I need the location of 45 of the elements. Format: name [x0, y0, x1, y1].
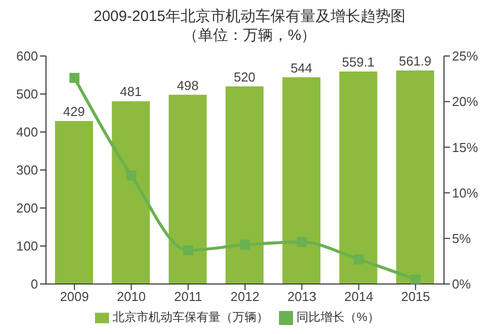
x-tick-label: 2011 [174, 289, 202, 304]
point [296, 237, 307, 248]
chart-subtitle: （单位：万辆，%） [182, 26, 318, 46]
bar [339, 72, 378, 284]
point [126, 170, 136, 180]
y-tick-label: 0 [30, 276, 38, 292]
x-tick-label: 2013 [287, 289, 316, 304]
y2-tick-label: 15% [452, 140, 478, 155]
x-tick-label: 2010 [116, 289, 146, 304]
y-tick-label: 400 [16, 124, 38, 140]
bar [168, 94, 207, 284]
y2-tick-label: 25% [452, 48, 478, 64]
data-label: 481 [120, 84, 142, 100]
point [69, 72, 80, 83]
bar [282, 77, 320, 284]
x-tick-label: 2012 [230, 289, 260, 304]
y-tick-label: 200 [16, 200, 38, 216]
y2-tick-label: 20% [452, 94, 478, 110]
bar [226, 86, 264, 284]
y-tick-label: 600 [16, 48, 38, 64]
chart-title: 2009-2015年北京市机动车保有量及增长趋势图 [92, 8, 406, 26]
data-label: 498 [176, 78, 199, 93]
x-tick-label: 2015 [401, 289, 430, 304]
data-label: 544 [290, 60, 312, 76]
legend-label: 同比增长（%） [296, 310, 380, 324]
point [354, 254, 364, 264]
bar [396, 70, 434, 284]
data-label: 520 [234, 69, 256, 84]
x-tick-label: 2014 [344, 289, 374, 304]
legend-label: 北京市机动车保有量（万辆） [112, 310, 269, 324]
x-tick-label: 2009 [60, 289, 89, 304]
y2-tick-label: 10% [452, 185, 478, 200]
y2-tick-label: 5% [452, 231, 472, 246]
y-tick-label: 300 [16, 162, 38, 178]
point [410, 274, 421, 284]
data-label: 561.9 [398, 53, 432, 68]
bar [112, 101, 150, 284]
y2-tick-label: 0% [452, 276, 472, 292]
data-label: 559.1 [342, 54, 375, 70]
point [183, 245, 194, 256]
y-tick-label: 500 [16, 86, 38, 102]
bar [55, 120, 93, 284]
y-tick-label: 100 [16, 238, 38, 254]
point [240, 240, 250, 250]
data-label: 429 [63, 104, 85, 119]
